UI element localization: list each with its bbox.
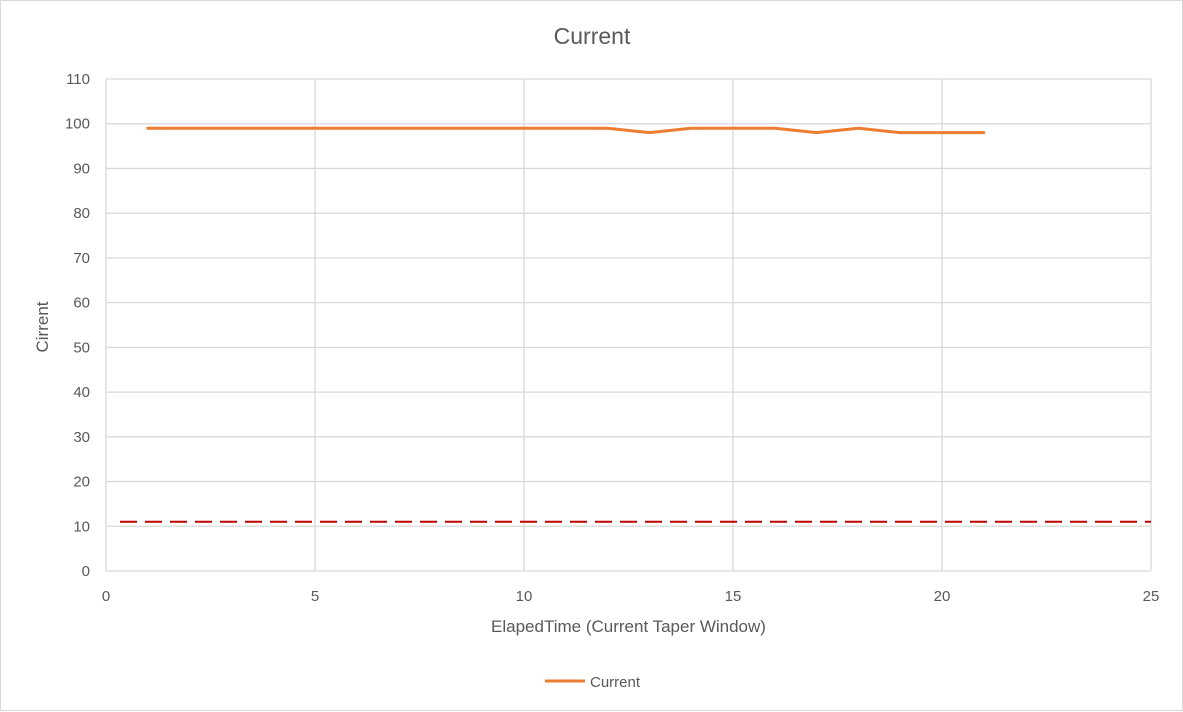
y-tick-label: 100 [65,116,90,133]
chart-title: Current [554,23,631,49]
y-tick-label: 20 [73,474,90,491]
x-axis-title: ElapedTime (Current Taper Window) [491,617,766,636]
y-tick-label: 30 [73,429,90,446]
y-tick-label: 80 [73,205,90,222]
x-tick-label: 0 [102,588,110,605]
y-tick-label: 60 [73,295,90,312]
x-tick-label: 10 [516,588,533,605]
y-axis-title: Cirrent [33,301,52,352]
y-tick-label: 110 [66,71,90,88]
gridlines [105,78,1152,572]
x-tick-label: 25 [1143,588,1160,605]
x-tick-label: 20 [934,588,951,605]
tick-labels: 0 10 20 30 40 50 60 70 80 90 100 110 0 5 10 15 20 25 [65,71,1159,605]
y-tick-label: 70 [73,250,90,267]
x-tick-label: 5 [311,588,319,605]
series-layer [146,126,986,135]
legend: Current [545,674,641,691]
y-tick-label: 90 [73,160,90,177]
y-tick-label: 50 [73,339,90,356]
x-tick-label: 15 [725,588,742,605]
y-tick-label: 0 [82,563,90,580]
y-tick-label: 10 [73,518,90,535]
legend-label-current: Current [590,674,641,691]
y-tick-label: 40 [73,384,90,401]
series-line-current [146,126,986,135]
